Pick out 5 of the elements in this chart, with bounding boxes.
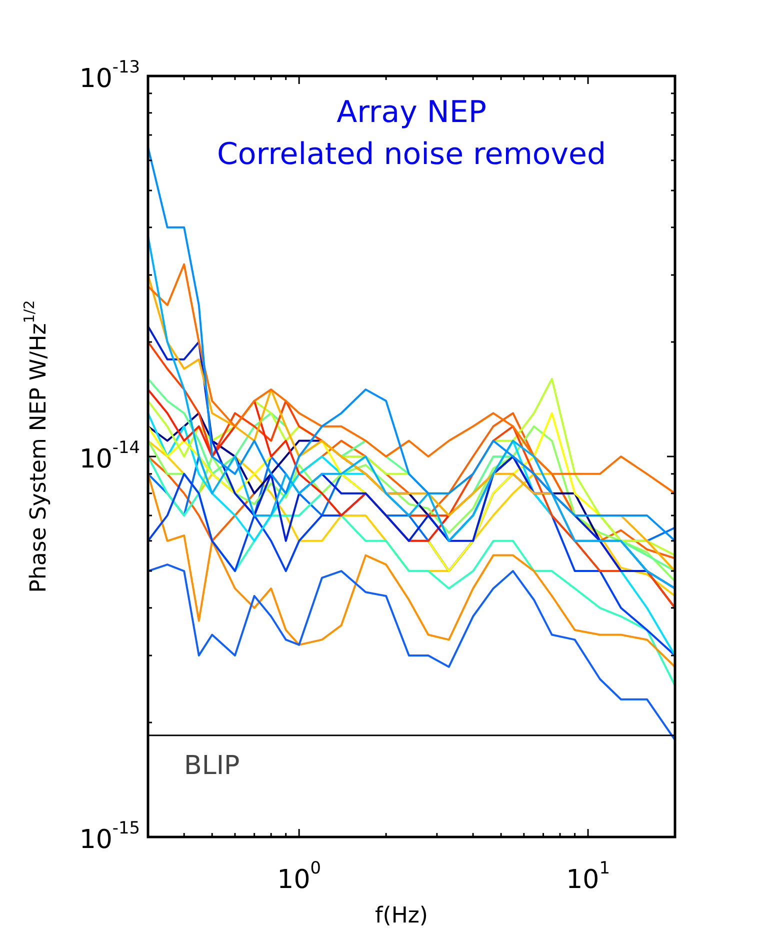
annotation: Array NEP <box>336 94 486 130</box>
annotation: Correlated noise removed <box>216 136 606 172</box>
y-axis-title: Phase System NEP W/Hz1/2 <box>22 300 52 593</box>
ref-line-label: BLIP <box>184 751 240 782</box>
x-axis-title: f(Hz) <box>375 904 428 929</box>
